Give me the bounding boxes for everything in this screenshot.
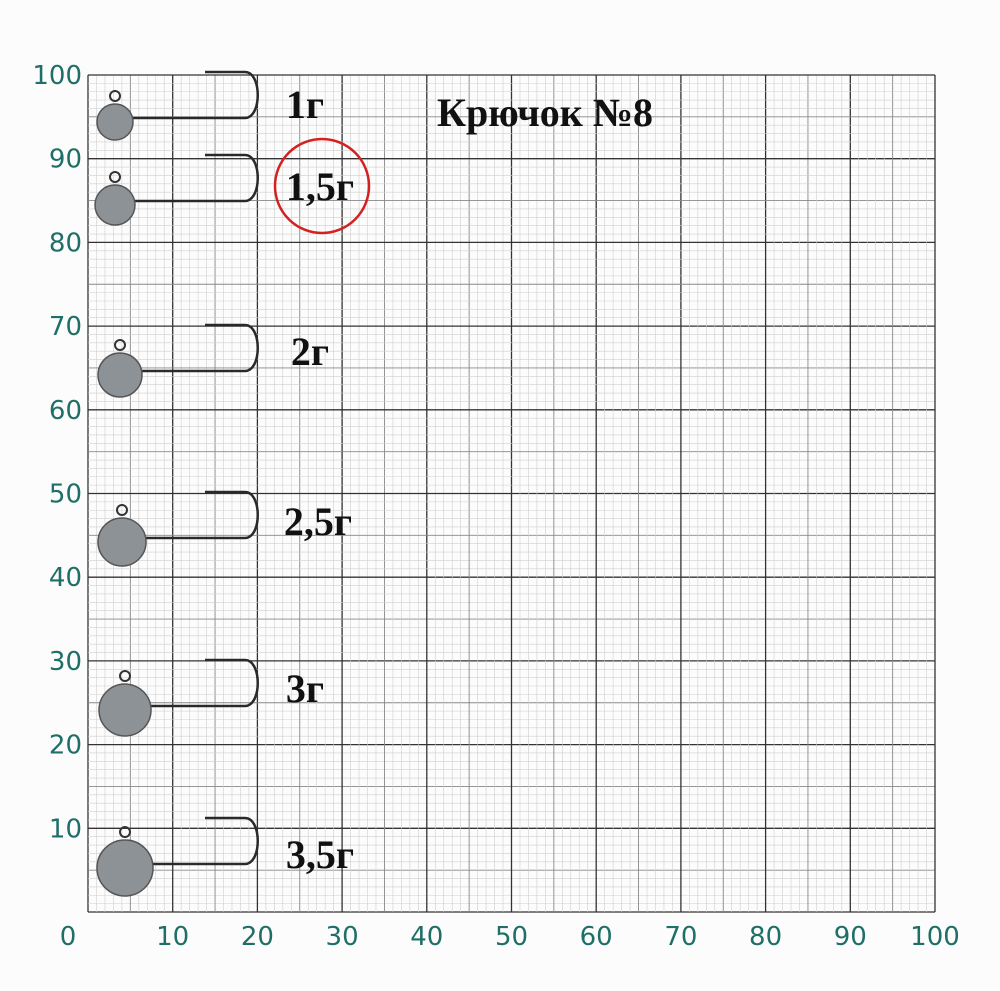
x-label: 40 <box>410 922 443 952</box>
jig-eye <box>119 826 131 838</box>
jig-hook <box>115 70 259 120</box>
y-label: 70 <box>49 312 82 342</box>
x-label: 0 <box>60 922 77 952</box>
x-label: 90 <box>834 922 867 952</box>
jig-head <box>97 352 143 398</box>
y-label: 80 <box>49 228 82 258</box>
x-label: 100 <box>910 922 960 952</box>
y-label: 20 <box>49 731 82 761</box>
jig-eye <box>109 90 121 102</box>
jig-label: 2г <box>291 329 329 374</box>
jig-hook <box>122 490 259 540</box>
jig-hook <box>125 658 259 708</box>
jig: 3г <box>98 658 324 737</box>
axis-labels: 0 10 20 30 40 50 60 70 80 90 100 10 20 30 40 50 60 70 80 90… <box>32 61 959 952</box>
jig-head <box>94 184 136 226</box>
y-label: 100 <box>32 61 82 91</box>
y-label: 40 <box>49 563 82 593</box>
jig-eye <box>116 504 128 516</box>
jig: 2г <box>97 323 329 398</box>
jig: 2,5г <box>97 490 352 567</box>
jig-head <box>96 839 154 897</box>
y-label: 30 <box>49 647 82 677</box>
jig-head <box>96 103 134 141</box>
jig: 1,5г <box>94 153 354 226</box>
x-label: 20 <box>241 922 274 952</box>
jig-eye <box>109 171 121 183</box>
y-label: 90 <box>49 145 82 175</box>
title: Крючок №8 <box>437 90 653 135</box>
jig-label: 3г <box>286 666 324 711</box>
jig: 1г <box>96 70 324 141</box>
x-label: 70 <box>664 922 697 952</box>
jig-label: 2,5г <box>284 499 352 544</box>
jig-label: 3,5г <box>286 832 354 877</box>
x-label: 60 <box>580 922 613 952</box>
x-label: 50 <box>495 922 528 952</box>
jig-label: 1,5г <box>286 164 354 209</box>
jig-eye <box>119 670 131 682</box>
jig-hook <box>125 816 259 866</box>
jig: 3,5г <box>96 816 354 897</box>
x-label: 10 <box>156 922 189 952</box>
x-label: 30 <box>326 922 359 952</box>
grid <box>87 74 936 913</box>
jig-label: 1г <box>286 82 324 127</box>
jigs: 1г 1,5г 2г 2,5г 3г 3,5г <box>94 70 354 897</box>
y-label: 50 <box>49 480 82 510</box>
y-label: 60 <box>49 396 82 426</box>
jig-eye <box>114 339 126 351</box>
jig-head <box>97 517 147 567</box>
highlight-circle <box>273 137 371 235</box>
jig-hook <box>115 153 259 203</box>
x-label: 80 <box>749 922 782 952</box>
jig-head <box>98 683 152 737</box>
y-label: 10 <box>49 814 82 844</box>
jig-hook <box>120 323 259 373</box>
